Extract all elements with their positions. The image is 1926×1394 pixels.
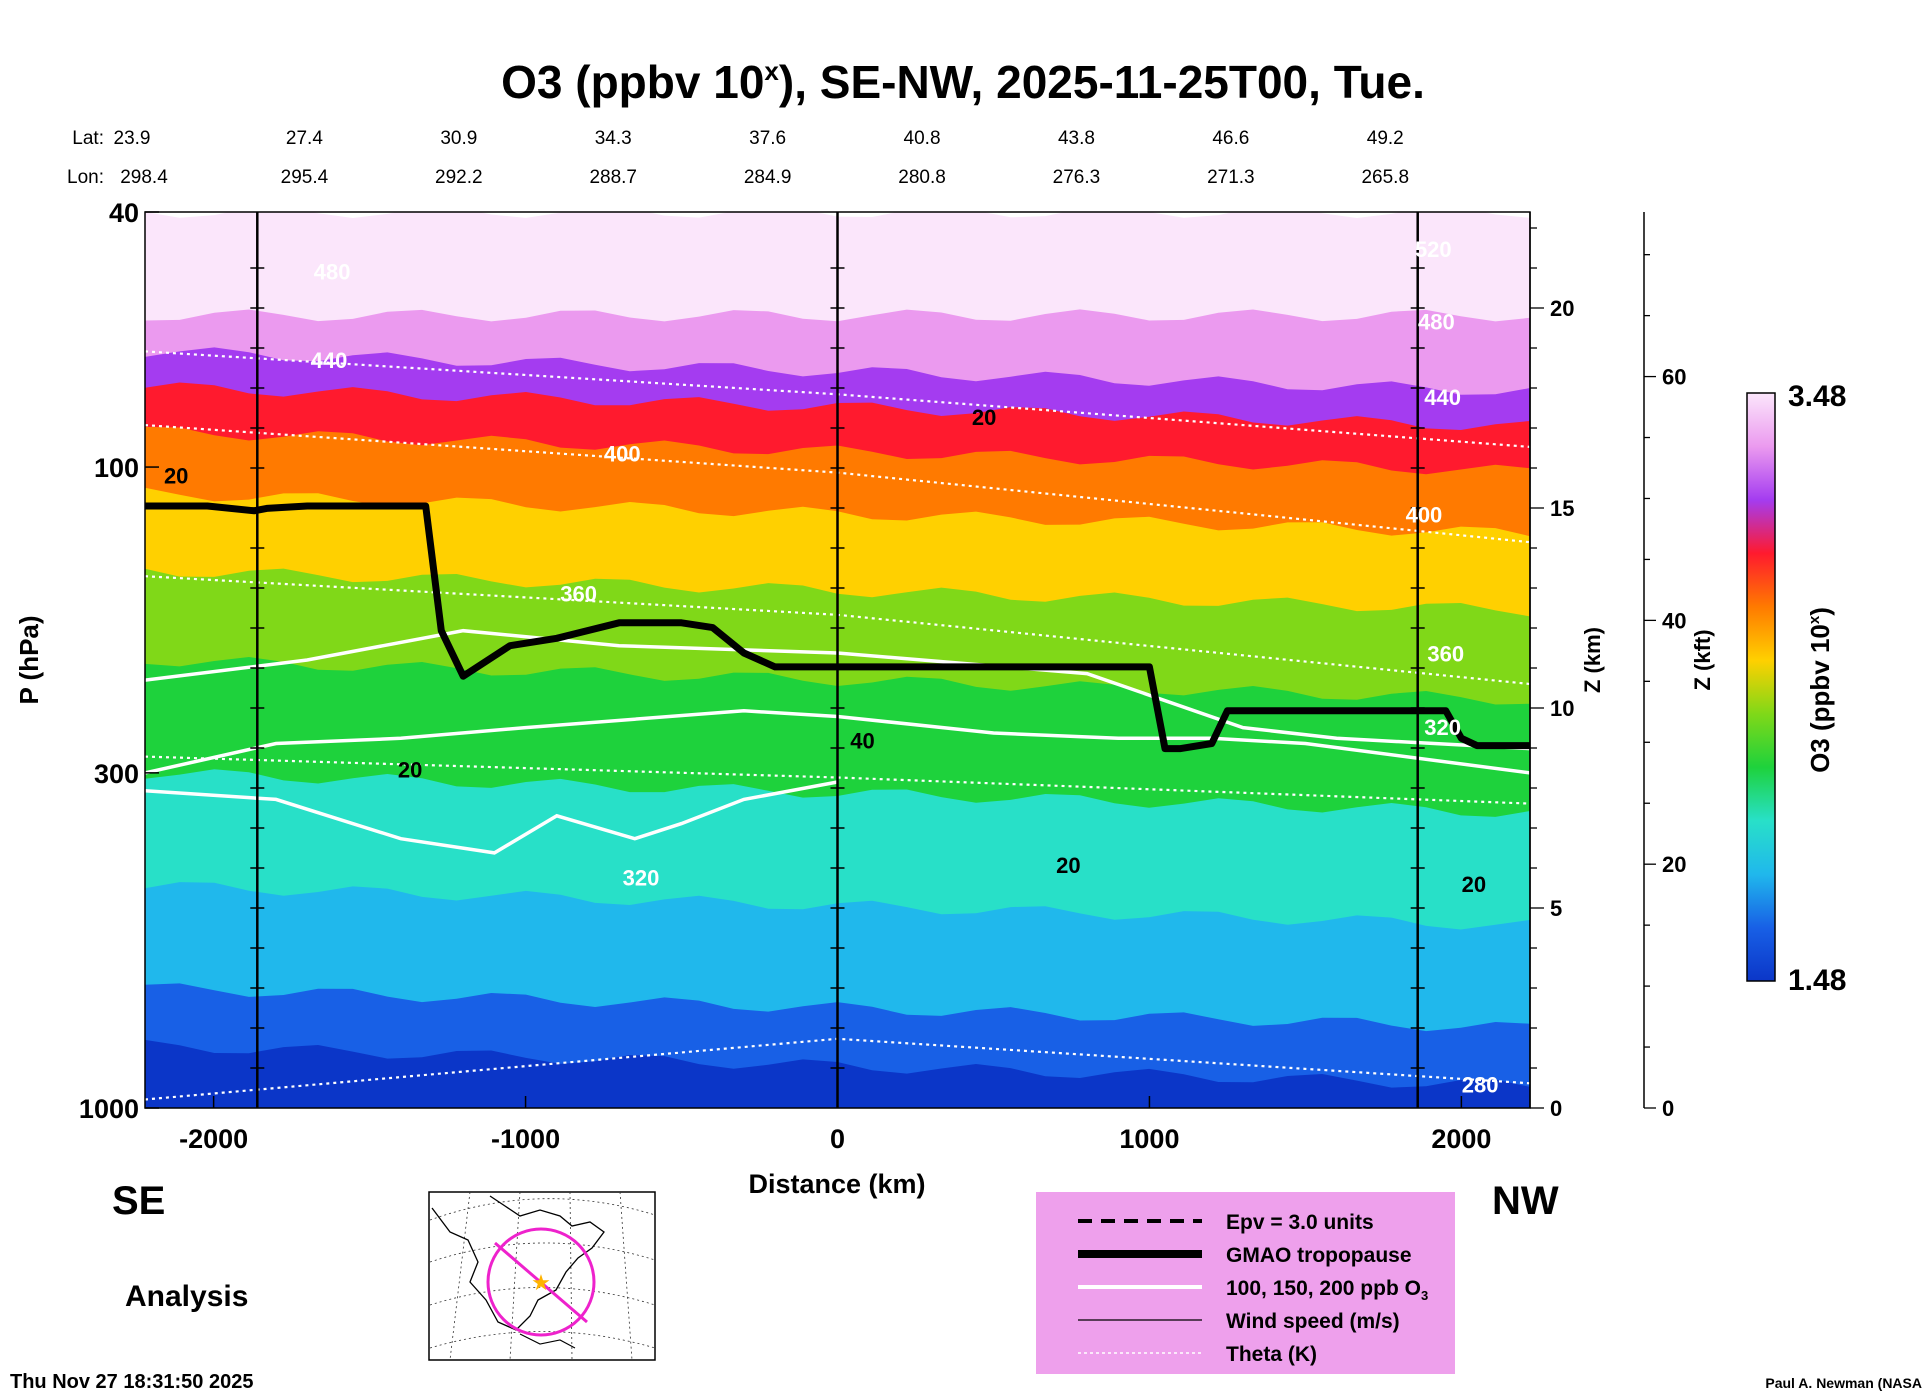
contour-labels: 480 440 400 360 320 520 480 440 400 360 320 280 20 20… [164, 237, 1498, 1097]
plot-area: 480 440 400 360 320 520 480 440 400 360 320 280 20 20… [145, 212, 1530, 1108]
lon-value: 295.4 [281, 167, 329, 188]
station-lines [250, 212, 1425, 1108]
coastline [431, 1195, 605, 1331]
z-km-tick-label: 15 [1550, 496, 1574, 521]
x-tick-label: 0 [830, 1124, 845, 1154]
y-tick-label: 100 [94, 453, 139, 483]
wind-contour-label: 20 [1056, 853, 1080, 878]
legend-label: 100, 150, 200 ppb O3 [1226, 1277, 1428, 1303]
y-tick-label: 40 [109, 198, 139, 228]
x-axis-label: Distance (km) [748, 1169, 925, 1199]
lat-value: 40.8 [904, 128, 941, 149]
z-kft-axis-label: Z (kft) [1690, 629, 1715, 690]
y-tick-label: 300 [94, 759, 139, 789]
lon-value: 288.7 [589, 167, 637, 188]
x-tick-label: 2000 [1431, 1124, 1491, 1154]
wind-contour-label: 40 [850, 729, 874, 754]
z-km-tick-label: 5 [1550, 896, 1562, 921]
z-km-tick-label: 10 [1550, 696, 1574, 721]
se-label: SE [112, 1179, 165, 1223]
lat-value: 43.8 [1058, 128, 1095, 149]
theta-contour-label: 440 [1424, 385, 1461, 410]
lat-value: 49.2 [1367, 128, 1404, 149]
theta-contour-label: 400 [604, 441, 641, 466]
lat-value: 23.9 [114, 128, 151, 149]
timestamp: Thu Nov 27 18:31:50 2025 [10, 1371, 253, 1393]
wind-contour-label: 20 [972, 405, 996, 430]
nw-label: NW [1492, 1179, 1559, 1223]
theta-contour-label: 480 [1418, 309, 1455, 334]
inset-range-circle [486, 1227, 596, 1337]
wind-contour-label: 20 [164, 463, 188, 488]
z-kft-tick-label: 40 [1662, 608, 1686, 633]
lat-value: 34.3 [595, 128, 632, 149]
credit: Paul A. Newman (NASA [1765, 1375, 1922, 1391]
y-tick-label: 1000 [79, 1094, 139, 1124]
colorbar-max: 3.48 [1788, 380, 1846, 413]
z-kft-tick-label: 0 [1662, 1096, 1674, 1121]
lat-value: 30.9 [440, 128, 477, 149]
colorbar-min: 1.48 [1788, 964, 1846, 997]
theta-contour-label: 400 [1406, 502, 1443, 527]
theta-contour-label: 320 [623, 866, 660, 891]
inset-star-icon: ★ [531, 1270, 551, 1295]
y-axis-label: P (hPa) [14, 615, 44, 704]
legend-label: Epv = 3.0 units [1226, 1211, 1374, 1234]
x-tick-label: 1000 [1119, 1124, 1179, 1154]
lon-value: 284.9 [744, 167, 792, 188]
theta-contour-label: 440 [311, 348, 348, 373]
legend-label: Wind speed (m/s) [1226, 1310, 1400, 1333]
chart-title: O3 (ppbv 10x), SE-NW, 2025-11-25T00, Tue… [501, 56, 1425, 108]
z-km-tick-label: 20 [1550, 296, 1574, 321]
tropopause-path [145, 502, 1530, 753]
theta-contour-label: 520 [1415, 237, 1452, 262]
lon-value: 271.3 [1207, 167, 1255, 188]
colorbar [1746, 392, 1776, 982]
lat-value: 46.6 [1212, 128, 1249, 149]
ozone-contour [145, 780, 838, 855]
wind-contour-label: 20 [1462, 872, 1486, 897]
x-tick-label: -1000 [491, 1124, 560, 1154]
lon-value: 292.2 [435, 167, 483, 188]
legend-label: GMAO tropopause [1226, 1244, 1412, 1267]
tropopause-line [145, 502, 1530, 753]
colorbar-label: O3 (ppbv 10x) [1805, 607, 1835, 773]
lon-value: 298.4 [120, 167, 168, 188]
theta-contour-label: 320 [1424, 715, 1461, 740]
legend: Epv = 3.0 units GMAO tropopause 100, 150, … [1036, 1192, 1455, 1374]
theta-contour-label: 360 [1427, 641, 1464, 666]
z-km-tick-label: 0 [1550, 1096, 1562, 1121]
lon-value: 280.8 [898, 167, 946, 188]
theta-contour-label: 280 [1462, 1072, 1499, 1097]
x-tick-label: -2000 [179, 1124, 248, 1154]
lon-value: 276.3 [1053, 167, 1101, 188]
legend-label: Theta (K) [1226, 1343, 1317, 1366]
theta-contour-label: 480 [314, 260, 351, 285]
wind-contour-label: 20 [398, 757, 422, 782]
lat-row-label: Lat: [72, 128, 104, 149]
lon-row-label: Lon: [67, 167, 104, 188]
inset-track-line [494, 1241, 588, 1324]
analysis-label: Analysis [125, 1280, 248, 1313]
lat-value: 27.4 [286, 128, 323, 149]
z-kft-tick-label: 60 [1662, 365, 1686, 390]
map-inset: ★ [428, 1191, 656, 1361]
z-kft-tick-label: 20 [1662, 852, 1686, 877]
lon-value: 265.8 [1361, 167, 1409, 188]
z-km-axis-label: Z (km) [1580, 627, 1605, 693]
theta-contour-label: 360 [560, 581, 597, 606]
axes: -2000 -1000 0 1000 2000 40 100 300 1000 0 5 10 15 20 0… [79, 198, 1687, 1154]
lat-lon-header: 23.9 298.4 27.4 295.4 30.9 292.2 34.3 288.7 37.6… [114, 128, 1410, 188]
lat-value: 37.6 [749, 128, 786, 149]
